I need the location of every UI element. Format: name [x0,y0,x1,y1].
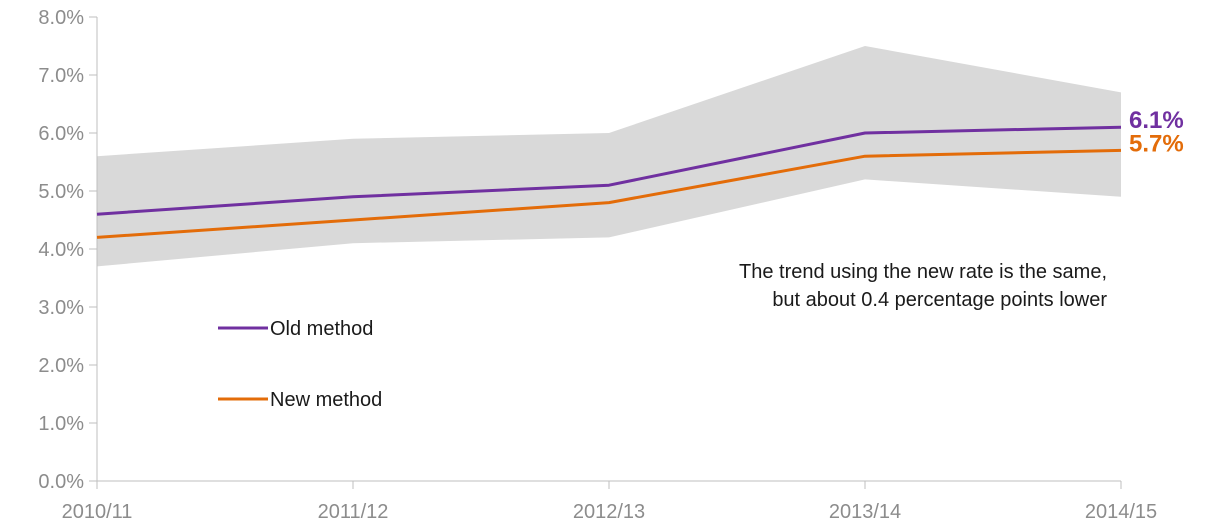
y-ticks: 0.0% 1.0% 2.0% 3.0% 4.0% 5.0% 6.0% 7.0% 8.0% [38,7,97,493]
legend-label-old-method: Old method [270,318,373,340]
annotation: The trend using the new rate is the same… [739,261,1107,311]
x-tick-label: 2013/14 [829,501,901,523]
end-label-new-method: 5.7% [1129,130,1184,157]
y-tick-label: 3.0% [38,297,84,319]
y-tick-label: 2.0% [38,355,84,377]
legend: Old method New method [218,318,382,411]
end-label-old-method: 6.1% [1129,107,1184,134]
y-tick-label: 5.0% [38,181,84,203]
confidence-band-layer [97,46,1121,267]
x-tick-label: 2010/11 [62,501,133,523]
x-tick-label: 2012/13 [573,501,645,523]
series-line-new-method [96,148,1122,239]
annotation-line-2: but about 0.4 percentage points lower [772,289,1107,311]
y-tick-label: 7.0% [38,65,84,87]
end-labels: 6.1%5.7% [1129,107,1184,157]
x-ticks: 2010/11 2011/12 2012/13 2013/14 2014/15 [62,481,1157,523]
legend-label-new-method: New method [270,389,382,411]
y-tick-label: 8.0% [38,7,84,29]
y-tick-label: 4.0% [38,239,84,261]
legend-item-new-method: New method [218,389,382,411]
y-tick-label: 0.0% [38,471,84,493]
x-tick-label: 2014/15 [1085,501,1157,523]
y-tick-label: 6.0% [38,123,84,145]
legend-item-old-method: Old method [218,318,373,340]
annotation-line-1: The trend using the new rate is the same… [739,261,1107,283]
series-lines [96,125,1122,239]
y-tick-label: 1.0% [38,413,84,435]
x-tick-label: 2011/12 [318,501,389,523]
confidence-band [97,46,1121,267]
series-line-old-method [96,125,1122,216]
